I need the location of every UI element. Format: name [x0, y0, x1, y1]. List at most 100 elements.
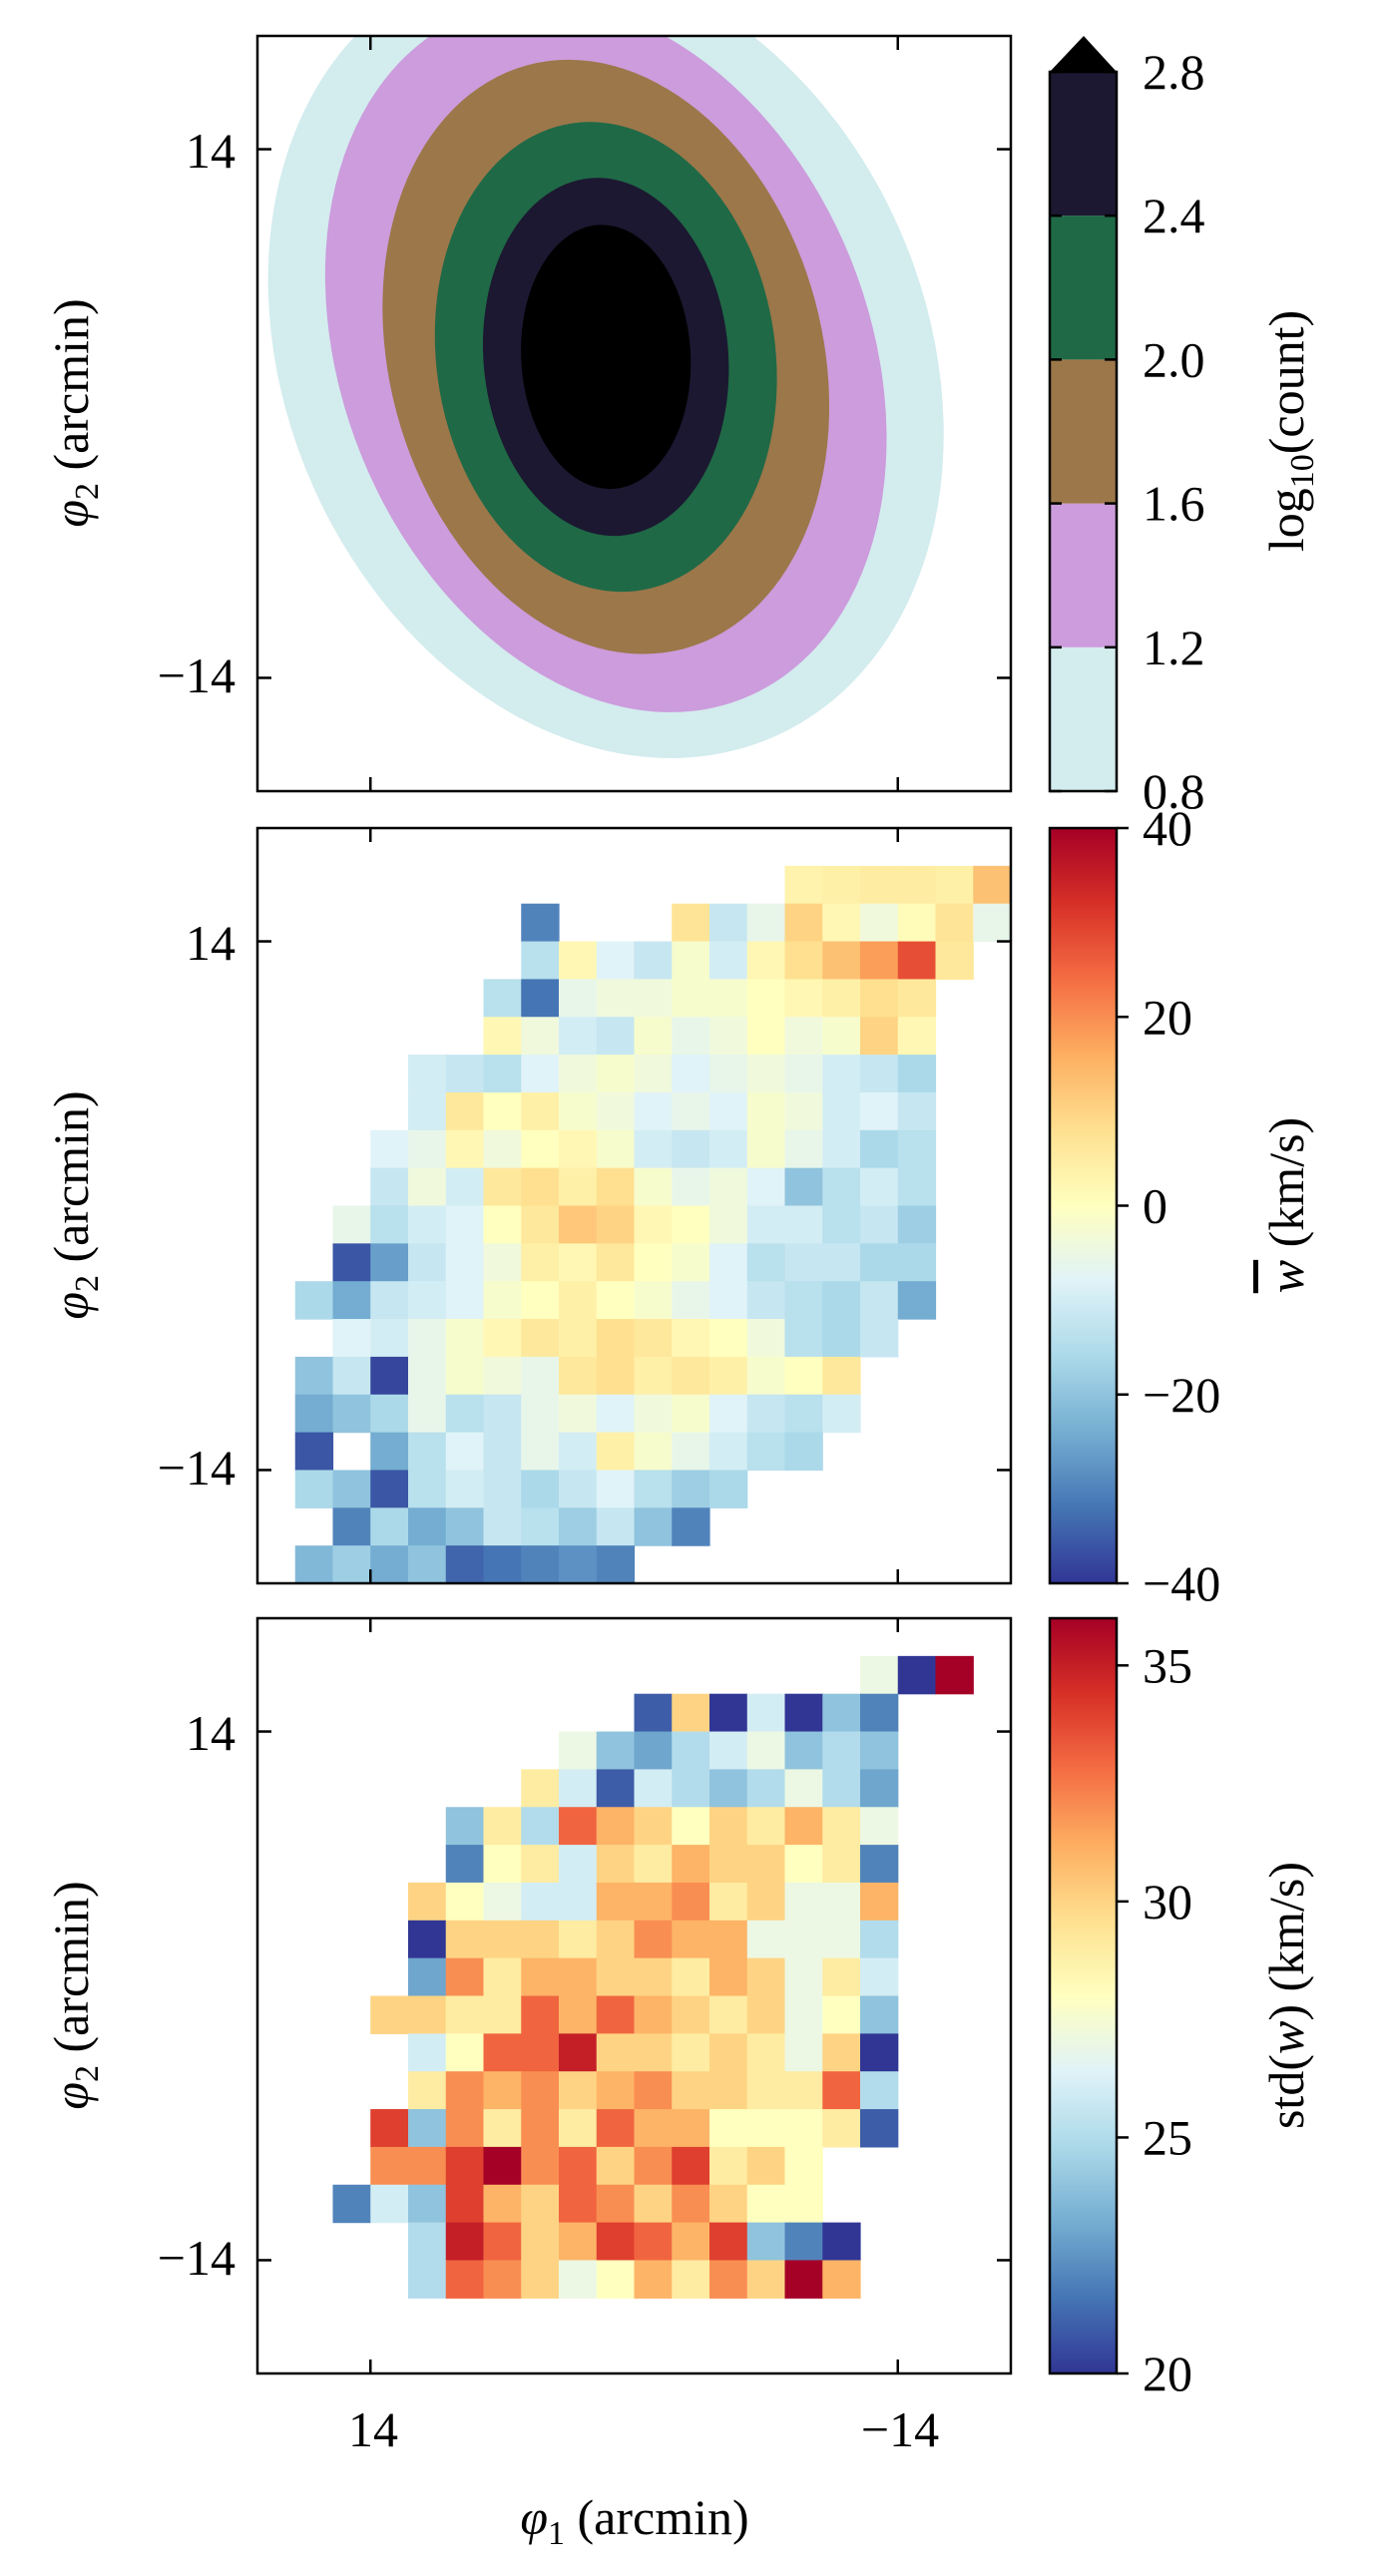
- std-w-cell-r16-c8: [559, 2222, 598, 2262]
- mean-w-cell-r2-c12: [709, 903, 748, 943]
- mean-w-cell-r11-c12: [709, 1243, 748, 1282]
- mean-w-cell-r5-c11: [672, 1017, 710, 1056]
- std-w-cell-r5-c5: [445, 1807, 485, 1846]
- mean-w-cell-r3-c10: [634, 941, 673, 980]
- mean-w-cell-r18-c11: [672, 1507, 710, 1546]
- mean-w-cell-r9-c17: [897, 1167, 937, 1207]
- std-w-cell-r2-c13: [746, 1693, 786, 1733]
- mean-w-cell-r9-c5: [445, 1167, 485, 1207]
- mean-w-cell-r9-c14: [784, 1167, 823, 1207]
- std-w-cell-r6-c5: [445, 1845, 485, 1884]
- mean-w-cell-r9-c11: [672, 1167, 710, 1207]
- panel-top-ticks: [257, 36, 1011, 791]
- mean-w-cell-r6-c5: [445, 1055, 485, 1093]
- mean-w-cell-r19-c8: [559, 1545, 598, 1583]
- std-w-cell-r11-c6: [483, 2033, 522, 2072]
- std-w-cell-r17-c14: [784, 2260, 823, 2299]
- std-w-cell-r9-c16: [860, 1957, 899, 1997]
- std-w-cell-r15-c12: [709, 2184, 748, 2224]
- colorbar-top-band-4: [1050, 72, 1117, 216]
- mean-w-cell-r14-c11: [672, 1356, 710, 1396]
- mean-w-cell-r9-c10: [634, 1167, 673, 1207]
- mean-w-cell-r10-c3: [370, 1205, 409, 1244]
- std-w-cell-r10-c6: [483, 1995, 522, 2034]
- mean-w-cell-r7-c8: [559, 1091, 598, 1131]
- count-contours: [267, 36, 944, 758]
- std-w-cell-r9-c15: [822, 1957, 861, 1997]
- mean-w-cell-r10-c17: [897, 1205, 937, 1244]
- mean-w-cell-r9-c6: [483, 1167, 522, 1207]
- mean-w-cell-r1-c18: [935, 865, 974, 905]
- mean-w-cell-r15-c5: [445, 1394, 485, 1434]
- mean-w-cell-r6-c9: [596, 1055, 636, 1093]
- mean-w-cell-r16-c6: [483, 1432, 522, 1472]
- mean-w-cell-r8-c6: [483, 1129, 522, 1169]
- std-w-cell-r9-c5: [445, 1957, 485, 1997]
- mean-w-cell-r13-c16: [860, 1319, 899, 1358]
- mean-w-cell-r10-c7: [521, 1205, 560, 1244]
- mean-w-cell-r15-c7: [521, 1394, 560, 1434]
- mean-w-cell-r9-c15: [822, 1167, 861, 1207]
- mean-w-cell-r8-c17: [897, 1129, 937, 1169]
- mean-w-cell-r14-c3: [370, 1356, 409, 1396]
- mean-w-cell-r14-c4: [408, 1356, 447, 1396]
- mean-w-cell-r14-c9: [596, 1356, 636, 1396]
- mean-w-cell-r4-c12: [709, 979, 748, 1018]
- std-w-cell-r17-c6: [483, 2260, 522, 2299]
- mean-w-cell-r17-c7: [521, 1470, 560, 1508]
- colorbar-top-frame: [1048, 70, 1119, 793]
- std-w-cell-r5-c13: [746, 1807, 786, 1846]
- colorbar-top-tick-labels: 0.8 1.2 1.6 2.0 2.4 2.8: [1143, 44, 1205, 819]
- std-w-cell-r3-c12: [709, 1731, 748, 1770]
- std-w-cell-r12-c10: [634, 2071, 673, 2110]
- std-w-cell-r12-c11: [672, 2071, 710, 2110]
- mean-w-cell-r10-c10: [634, 1205, 673, 1244]
- mean-w-cell-r3-c8: [559, 941, 598, 980]
- std-w-cell-r5-c16: [860, 1807, 899, 1846]
- std-w-cell-r10-c5: [445, 1995, 485, 2034]
- mean-w-cell-r8-c11: [672, 1129, 710, 1169]
- mean-w-cell-r3-c13: [746, 941, 786, 980]
- colorbar-top-extend-arrow: [1050, 36, 1117, 72]
- mean-w-cell-r18-c7: [521, 1507, 560, 1546]
- mean-w-cell-r7-c15: [822, 1091, 861, 1131]
- std-w-cell-r9-c12: [709, 1957, 748, 1997]
- mean-w-cell-r13-c7: [521, 1319, 560, 1358]
- std-w-cell-r8-c10: [634, 1920, 673, 1959]
- mean-w-cell-r1-c15: [822, 865, 861, 905]
- std-w-cell-r10-c16: [860, 1995, 899, 2034]
- std-w-cell-r17-c7: [521, 2260, 560, 2299]
- mean-w-cell-r5-c15: [822, 1017, 861, 1056]
- std-w-cell-r12-c6: [483, 2071, 522, 2110]
- std-w-cell-r7-c9: [596, 1882, 636, 1922]
- std-w-cell-r13-c13: [746, 2109, 786, 2148]
- mean-w-cell-r6-c11: [672, 1055, 710, 1093]
- mean-w-cell-r15-c9: [596, 1394, 636, 1434]
- std-w-cell-r14-c7: [521, 2146, 560, 2186]
- colorbar-top-band-2: [1050, 359, 1117, 504]
- mean-w-cell-r11-c17: [897, 1243, 937, 1282]
- std-w-cell-r6-c12: [709, 1845, 748, 1884]
- mean-w-cell-r4-c7: [521, 979, 560, 1018]
- std-w-cell-r8-c8: [559, 1920, 598, 1959]
- mean-w-cell-r15-c6: [483, 1394, 522, 1434]
- mean-w-cell-r7-c4: [408, 1091, 447, 1131]
- mean-w-cell-r19-c3: [370, 1545, 409, 1583]
- std-w-cell-r14-c12: [709, 2146, 748, 2186]
- mean-w-cell-r15-c4: [408, 1394, 447, 1434]
- mean-w-cell-r10-c4: [408, 1205, 447, 1244]
- mean-w-cell-r16-c11: [672, 1432, 710, 1472]
- std-w-cell-r7-c6: [483, 1882, 522, 1922]
- mean-w-cell-r7-c14: [784, 1091, 823, 1131]
- std-w-cell-r14-c11: [672, 2146, 710, 2186]
- std-w-cell-r4-c13: [746, 1769, 786, 1808]
- mean-w-cell-r15-c12: [709, 1394, 748, 1434]
- mean-w-cell-r10-c15: [822, 1205, 861, 1244]
- mean-w-cell-r17-c8: [559, 1470, 598, 1508]
- std-w-cell-r13-c12: [709, 2109, 748, 2148]
- mean-w-cell-r6-c4: [408, 1055, 447, 1093]
- std-w-cell-r15-c14: [784, 2184, 823, 2224]
- std-w-cell-r16-c4: [408, 2222, 447, 2262]
- mean-w-cell-r19-c4: [408, 1545, 447, 1583]
